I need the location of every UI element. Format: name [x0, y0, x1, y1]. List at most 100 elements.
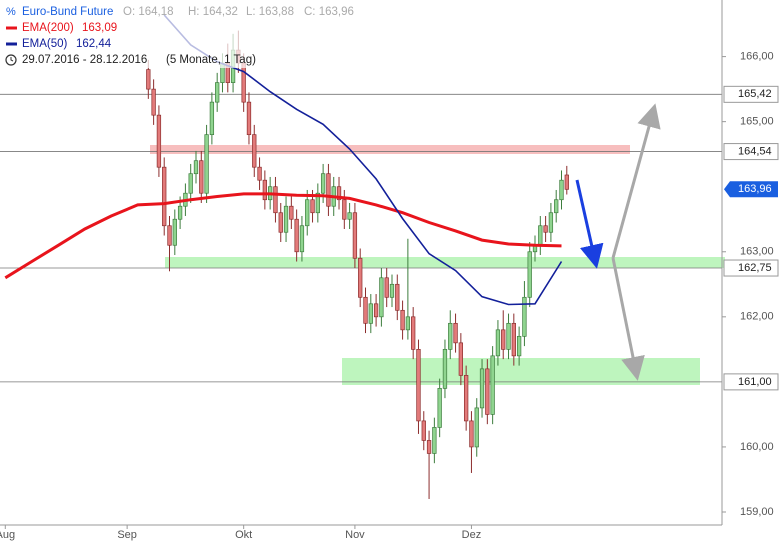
arrow — [611, 257, 645, 381]
candle-body — [352, 212, 358, 259]
candle-body — [405, 316, 411, 331]
candle-body — [162, 166, 167, 227]
clock-icon — [10, 57, 14, 62]
candle-body — [395, 283, 400, 311]
zones — [150, 145, 725, 385]
candle-body — [373, 303, 379, 318]
y-tick-label: 162,00 — [740, 311, 774, 323]
candle-body — [172, 218, 177, 246]
candle-body — [278, 212, 283, 233]
last-price-box — [724, 181, 778, 198]
candle-body — [538, 225, 543, 246]
candle-body — [167, 225, 172, 246]
y-tick-label: 163,00 — [740, 246, 774, 258]
candle-body — [474, 407, 479, 448]
x-tick-label: Okt — [235, 529, 252, 541]
candle-body — [151, 88, 156, 116]
candle-body — [209, 101, 215, 136]
y-tick-label: 166,00 — [740, 51, 774, 63]
candle-body — [448, 322, 453, 350]
resistance-zone — [150, 145, 630, 154]
legend-value: 162,44 — [76, 38, 112, 50]
candle-body — [193, 160, 199, 175]
candles — [146, 30, 569, 499]
candle-body — [177, 205, 183, 220]
candle-body — [564, 174, 569, 190]
candle-body — [389, 283, 395, 298]
candle-body — [506, 322, 511, 350]
x-tick-label: Nov — [345, 529, 365, 541]
legend: % Euro-Bund Future O: 164,18 H: 164,32 L… — [0, 0, 354, 68]
candle-body — [432, 427, 437, 454]
candle-body — [490, 355, 495, 415]
candle-body — [199, 160, 204, 194]
x-tick-label: Aug — [0, 529, 15, 541]
candle-body — [516, 335, 522, 357]
candle-body — [495, 329, 501, 357]
y-tick-label: 159,00 — [740, 506, 774, 518]
legend-value: 163,09 — [82, 22, 117, 34]
arrows — [575, 103, 661, 381]
candle-body — [363, 296, 368, 324]
candle-body — [437, 388, 442, 428]
candle-body — [522, 296, 527, 337]
candle-body — [336, 186, 342, 201]
candle-body — [342, 199, 347, 220]
candle-body — [215, 82, 220, 103]
instrument: Euro-Bund Future — [22, 6, 113, 18]
candle-body — [479, 368, 485, 409]
level-label-box — [723, 373, 779, 391]
candle-body — [156, 114, 162, 168]
candle-body — [146, 69, 151, 90]
period: (5 Monate, 1 Tag) — [166, 54, 256, 66]
candle-body — [252, 134, 257, 168]
candle-body — [305, 199, 310, 227]
x-tick-label: Dez — [462, 529, 482, 541]
candle-body — [421, 420, 426, 441]
candle-body — [543, 225, 548, 233]
candle-body — [400, 309, 405, 331]
candle-body — [262, 179, 268, 201]
candle-body — [384, 277, 389, 298]
candle-body — [273, 186, 278, 214]
clock-icon — [5, 54, 17, 66]
candle-body — [299, 225, 305, 253]
support-zone — [165, 257, 725, 268]
ohlc: C: 163,96 — [304, 6, 354, 18]
candle-body — [283, 205, 289, 233]
last-price-label: 163,96 — [738, 183, 772, 195]
level-label: 161,00 — [738, 376, 772, 388]
candle-body — [188, 173, 193, 194]
candle-body — [416, 348, 421, 422]
arrow — [611, 103, 661, 259]
ohlc: O: 164,18 — [123, 6, 174, 18]
y-tick-label: 160,00 — [740, 441, 774, 453]
candle-body — [469, 420, 474, 448]
candle-body — [527, 251, 532, 298]
support-zone — [342, 358, 700, 385]
level-label: 162,75 — [738, 262, 772, 274]
candle-body — [453, 322, 458, 344]
level-label: 165,42 — [738, 88, 772, 100]
candle-body — [485, 368, 490, 415]
candle-body — [347, 212, 352, 220]
candle-body — [501, 329, 506, 350]
candle-body — [241, 62, 246, 103]
candle-body — [442, 348, 448, 389]
candle-body — [358, 257, 363, 298]
candle-body — [326, 173, 331, 207]
y-tick-label: 165,00 — [740, 116, 774, 128]
candle-body — [294, 218, 299, 253]
legend-background — [0, 0, 270, 68]
candle-body — [411, 316, 416, 350]
candle-body — [257, 166, 262, 181]
level-label-box — [723, 259, 779, 277]
candle-body — [368, 303, 373, 324]
candle-body — [246, 101, 252, 136]
arrow — [575, 179, 604, 269]
date-range: 29.07.2016 - 28.12.2016 — [22, 54, 147, 66]
ema-line — [4, 192, 562, 280]
legend-label: EMA(50) — [22, 38, 68, 50]
